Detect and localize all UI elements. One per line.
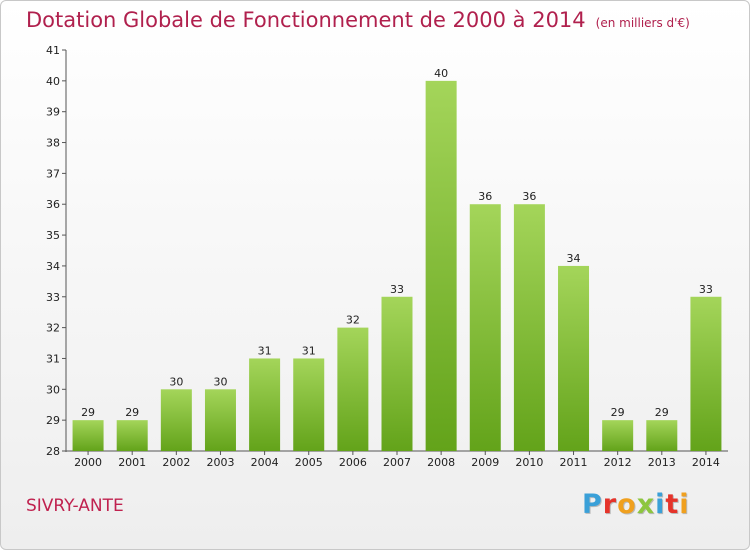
unit-label: (en milliers d'€) [595,16,690,30]
x-tick-label-2007: 2007 [383,456,411,469]
x-tick-label-2000: 2000 [74,456,102,469]
bar-2009 [469,204,501,451]
value-label-2009: 36 [478,190,492,203]
y-tick-label: 28 [46,445,60,458]
y-tick-label: 30 [46,383,60,396]
value-label-2005: 31 [302,344,316,357]
logo-letter: P [582,489,603,520]
value-label-2001: 29 [125,406,139,419]
bar-2002 [160,389,192,451]
y-tick-label: 33 [46,291,60,304]
y-tick-label: 36 [46,198,60,211]
value-label-2000: 29 [81,406,95,419]
chart-title: Dotation Globale de Fonctionnement de 20… [26,8,690,32]
x-tick-label-2010: 2010 [515,456,543,469]
bar-2013 [646,420,678,451]
proxiti-logo: Proxiti [582,489,690,520]
value-label-2008: 40 [434,67,448,80]
y-tick-label: 34 [46,260,60,273]
logo-letter: i [655,489,666,520]
y-tick-label: 31 [46,352,60,365]
value-label-2010: 36 [522,190,536,203]
logo-letter: r [602,489,618,520]
x-tick-label-2011: 2011 [560,456,588,469]
title-text: Dotation Globale de Fonctionnement de 20… [26,8,586,32]
bar-2004 [249,358,281,451]
logo-letter: i [679,489,690,520]
logo-letter: t [665,489,680,520]
y-tick-label: 39 [46,106,60,119]
commune-name: SIVRY-ANTE [26,496,124,516]
bar-2010 [513,204,545,451]
value-label-2002: 30 [169,375,183,388]
bar-2008 [425,80,457,451]
y-tick-label: 35 [46,229,60,242]
logo-letter: o [617,489,637,520]
x-tick-label-2006: 2006 [339,456,367,469]
y-tick-label: 37 [46,167,60,180]
bar-2001 [116,420,148,451]
value-label-2011: 34 [567,252,581,265]
bar-2014 [690,296,722,451]
bar-2011 [558,265,590,451]
x-tick-label-2013: 2013 [648,456,676,469]
x-tick-label-2005: 2005 [295,456,323,469]
x-tick-label-2012: 2012 [604,456,632,469]
bars: 29 29 30 30 31 31 32 33 40 36 36 34 29 29 33 [72,67,722,451]
x-tick-label-2008: 2008 [427,456,455,469]
x-ticks: 2000 2001 2002 2003 2004 2005 2006 2007 2008 2009… [74,451,720,469]
x-tick-label-2003: 2003 [206,456,234,469]
y-tick-label: 32 [46,322,60,335]
bar-2012 [602,420,634,451]
x-tick-label-2009: 2009 [471,456,499,469]
y-tick-label: 40 [46,75,60,88]
bar-2006 [337,327,369,451]
logo-letter: x [636,489,656,520]
bar-2000 [72,420,104,451]
y-tick-label: 41 [46,44,60,57]
x-tick-label-2001: 2001 [118,456,146,469]
value-label-2012: 29 [611,406,625,419]
bar-2007 [381,296,413,451]
bar-2003 [204,389,236,451]
x-tick-label-2014: 2014 [692,456,720,469]
value-label-2014: 33 [699,283,713,296]
value-label-2007: 33 [390,283,404,296]
value-label-2003: 30 [213,375,227,388]
value-label-2013: 29 [655,406,669,419]
y-tick-label: 29 [46,414,60,427]
value-label-2006: 32 [346,314,360,327]
y-ticks: 28 29 30 31 32 33 34 35 36 37 38 39 40 41 [46,44,66,458]
x-tick-label-2002: 2002 [162,456,190,469]
y-tick-label: 38 [46,137,60,150]
x-tick-label-2004: 2004 [251,456,279,469]
value-label-2004: 31 [258,344,272,357]
bar-2005 [293,358,325,451]
